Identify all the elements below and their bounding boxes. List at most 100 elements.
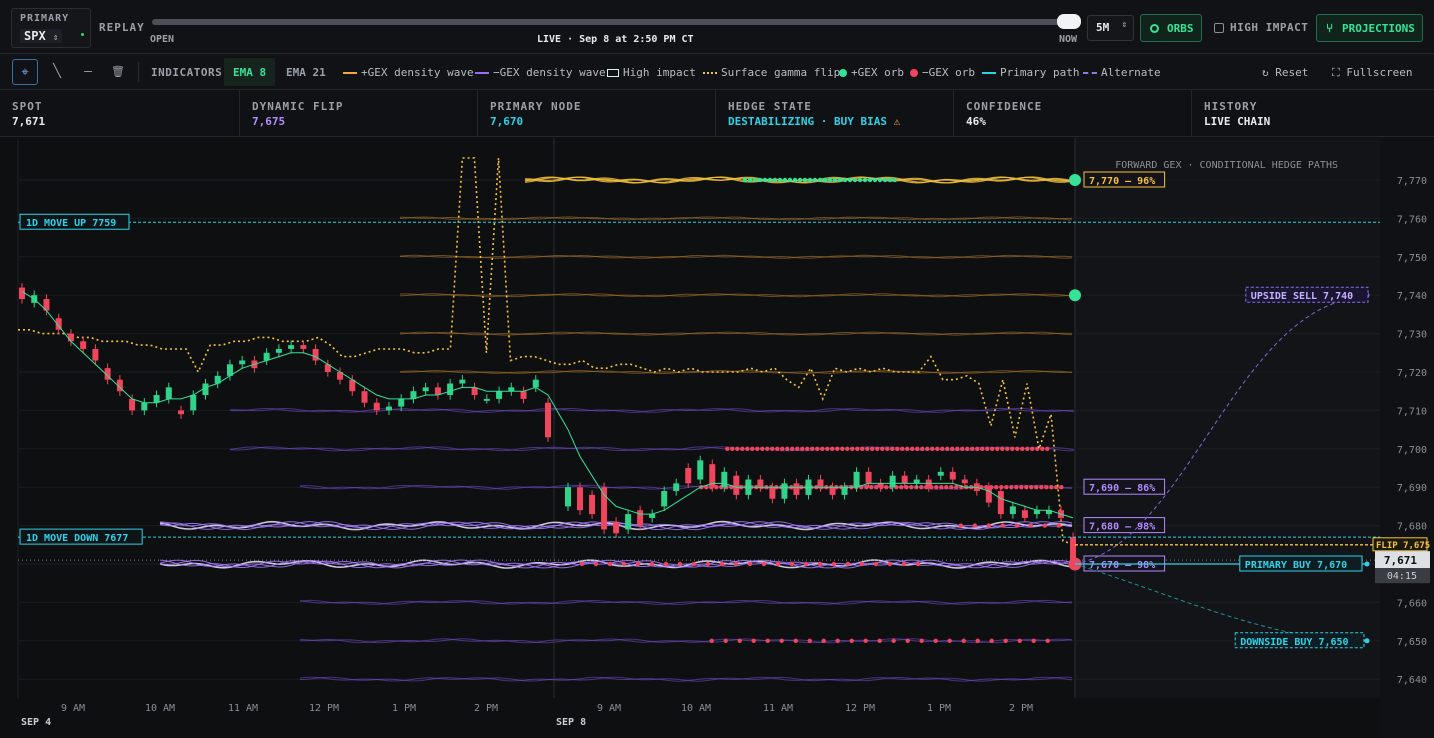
- pos-gex-orb: [752, 177, 758, 183]
- price-axis: [1380, 138, 1434, 738]
- x-tick-label: 11 AM: [228, 703, 258, 714]
- pos-gex-orb: [857, 177, 863, 183]
- y-tick-label: 7,770: [1397, 176, 1427, 187]
- stat-value: 7,675: [252, 115, 286, 128]
- pos-gex-density-wave: [399, 293, 1073, 298]
- neg-gex-orb: [1000, 523, 1006, 528]
- legend-pos-gex-wave[interactable]: +GEX density wave: [343, 66, 474, 79]
- neg-gex-orb: [925, 446, 930, 451]
- high-impact-checkbox[interactable]: [1214, 23, 1224, 33]
- candle-body: [829, 487, 836, 495]
- replay-slider-track[interactable]: [152, 19, 1078, 25]
- stat-label: CONFIDENCE: [966, 100, 1043, 113]
- x-tick-label: 12 PM: [309, 703, 339, 714]
- neg-gex-orb: [761, 561, 767, 567]
- legend-gamma-flip[interactable]: Surface gamma flip: [703, 66, 840, 79]
- legend-primary-path[interactable]: Primary path: [982, 66, 1079, 79]
- top-bar: PRIMARY SPX ⇕ REPLAY OPEN LIVE · Sep 8 a…: [0, 0, 1434, 54]
- crosshair-tool-button[interactable]: ⌖: [12, 59, 38, 85]
- neg-gex-orb: [691, 561, 697, 567]
- pos-gex-orb: [747, 177, 753, 183]
- symbol-selector[interactable]: PRIMARY SPX ⇕: [11, 8, 91, 48]
- projections-button[interactable]: ⑂ PROJECTIONS: [1316, 14, 1423, 42]
- flip-badge-box: [1372, 537, 1428, 552]
- candle-body: [757, 479, 764, 488]
- ema8-toggle[interactable]: EMA 8: [224, 58, 276, 86]
- legend-high-impact[interactable]: High impact: [607, 66, 696, 79]
- chart-area[interactable]: 1D MOVE UP 7759 1D MOVE DOWN 7677 7,770 – …: [0, 138, 1434, 738]
- candle-body: [19, 287, 25, 300]
- fullscreen-button[interactable]: ⛶ Fullscreen: [1332, 66, 1413, 79]
- pos-gex-line-icon: [343, 72, 357, 74]
- high-impact-label[interactable]: HIGH IMPACT: [1230, 21, 1309, 34]
- level-label-box: [1083, 517, 1166, 534]
- neg-gex-orb: [859, 561, 865, 567]
- stat-label: SPOT: [12, 100, 43, 113]
- legend-neg-gex-orb[interactable]: −GEX orb: [910, 66, 975, 79]
- candle-body: [520, 391, 527, 399]
- pos-gex-orb: [887, 177, 893, 183]
- symbol-value[interactable]: SPX ⇕: [20, 29, 63, 43]
- candle-body: [637, 510, 644, 526]
- pos-gex-orb: [792, 177, 798, 183]
- alternate-dash-icon: [1083, 72, 1097, 74]
- slider-now-label: NOW: [1059, 34, 1078, 45]
- ema21-toggle[interactable]: EMA 21: [286, 66, 326, 79]
- forward-gex-chart[interactable]: 1D MOVE UP 7759 1D MOVE DOWN 7677 7,770 – …: [0, 138, 1434, 738]
- pos-gex-orb: [882, 177, 888, 183]
- pos-gex-density-wave: [399, 369, 1073, 374]
- neg-gex-orb: [1015, 446, 1020, 451]
- level-label: 7,680 – 98%: [1089, 522, 1155, 533]
- legend-pos-gex-orb[interactable]: +GEX orb: [839, 66, 904, 79]
- neg-gex-orb: [807, 638, 812, 643]
- pos-gex-density-wave: [399, 331, 1073, 336]
- trendline-icon: ╲: [53, 64, 61, 79]
- legend-alternate[interactable]: Alternate: [1083, 66, 1161, 79]
- reset-button[interactable]: ↻ Reset: [1262, 66, 1309, 79]
- pos-gex-orb: [767, 177, 773, 183]
- candle-body: [239, 360, 246, 365]
- candle-body: [1045, 510, 1052, 515]
- replay-label: REPLAY: [99, 21, 145, 34]
- replay-slider-thumb[interactable]: [1057, 14, 1081, 29]
- neg-gex-orb: [1045, 446, 1050, 451]
- candle-body: [508, 387, 515, 392]
- timeframe-select[interactable]: 5M ⇕: [1087, 15, 1134, 41]
- pos-gex-orb: [827, 177, 833, 183]
- legend-neg-gex-wave[interactable]: −GEX density wave: [475, 66, 606, 79]
- neg-gex-orb: [1059, 485, 1064, 490]
- neg-gex-orb: [751, 638, 756, 643]
- hline-tool-button[interactable]: —: [75, 59, 101, 85]
- neg-gex-orb: [935, 446, 940, 451]
- stats-row: SPOT 7,671 DYNAMIC FLIP 7,675 PRIMARY NO…: [0, 90, 1434, 137]
- neg-gex-orb: [805, 446, 810, 451]
- delete-drawings-button[interactable]: 🗑: [105, 59, 131, 85]
- stat-label: HEDGE STATE: [728, 100, 812, 113]
- neg-gex-orb: [1049, 485, 1054, 490]
- neg-gex-orb: [933, 638, 938, 643]
- candle-body: [288, 345, 295, 349]
- candle-body: [889, 475, 896, 488]
- neg-gex-density-wave: [229, 407, 1075, 413]
- pos-gex-density-wave: [524, 176, 1074, 184]
- target-label: DOWNSIDE BUY 7,650: [1240, 637, 1348, 648]
- candle-body: [685, 468, 692, 484]
- candle-body: [532, 379, 539, 388]
- neg-gex-orb: [1019, 485, 1024, 490]
- primary-path-line-icon: [982, 72, 996, 74]
- candle-body: [104, 368, 111, 380]
- orbs-toggle-button[interactable]: ORBS: [1140, 14, 1202, 42]
- trendline-tool-button[interactable]: ╲: [44, 59, 70, 85]
- stat-value: DESTABILIZING · BUY BIAS ⚠: [728, 115, 901, 128]
- neg-gex-density-wave: [300, 676, 1073, 682]
- neg-gex-orb: [954, 485, 959, 490]
- neg-gex-density-wave: [299, 484, 1073, 490]
- status-dot-icon: [81, 33, 84, 36]
- neg-gex-orb: [709, 638, 714, 643]
- neg-gex-orb: [821, 638, 826, 643]
- neg-gex-orb: [934, 485, 939, 490]
- pos-gex-orb: [892, 177, 898, 183]
- candle-body: [673, 483, 680, 492]
- warning-icon: ⚠: [893, 115, 901, 128]
- neg-gex-orb: [593, 561, 599, 567]
